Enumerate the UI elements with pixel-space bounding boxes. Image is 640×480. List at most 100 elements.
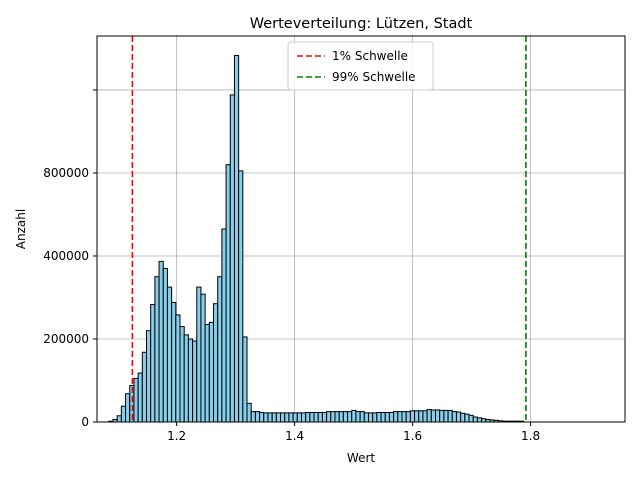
histogram-bar <box>305 411 311 423</box>
histogram-bar <box>187 338 194 423</box>
chart-title: Werteverteilung: Lützen, Stadt <box>250 16 473 32</box>
histogram-bar <box>145 330 152 423</box>
histogram-bar <box>359 411 365 423</box>
histogram-bar <box>468 414 474 423</box>
histogram-bar <box>175 314 181 423</box>
histogram-bar <box>133 377 139 423</box>
histogram-bar <box>125 393 131 423</box>
threshold-lines <box>131 36 527 422</box>
x-tick-label: 1.6 <box>403 429 422 443</box>
histogram-bar <box>309 411 315 423</box>
histogram-bar <box>401 411 407 423</box>
histogram-bar <box>208 321 215 423</box>
histogram-bar <box>238 170 244 423</box>
histogram-bar <box>229 94 235 423</box>
histogram-bar <box>464 413 470 423</box>
histogram-bar <box>405 411 411 423</box>
histogram-bar <box>204 323 210 423</box>
histogram-bar <box>192 340 198 423</box>
histogram-bar <box>150 304 156 423</box>
histogram-bar <box>233 55 240 423</box>
histogram-bar <box>430 409 437 423</box>
histogram-bar <box>367 412 374 423</box>
legend: 1% Schwelle 99% Schwelle <box>287 41 434 91</box>
histogram-bar <box>250 411 256 423</box>
histogram-bar <box>280 412 286 423</box>
histogram-bar <box>217 276 223 423</box>
histogram-bar <box>271 412 277 423</box>
histogram-bar <box>355 411 361 423</box>
histogram-bar <box>409 410 416 423</box>
histogram-bar <box>225 164 231 423</box>
x-tick-label: 1.8 <box>521 429 540 443</box>
y-tick-label: 0 <box>81 415 89 429</box>
histogram-bar <box>171 301 177 423</box>
histogram-bar <box>426 409 432 423</box>
histogram-bar <box>388 411 395 423</box>
histogram-bar <box>242 336 248 423</box>
histogram-bar <box>472 416 478 423</box>
histogram-bar <box>179 326 185 423</box>
grid-lines <box>97 36 625 423</box>
histogram-bar <box>334 411 340 423</box>
histogram-bar <box>292 412 298 423</box>
histogram-bar <box>393 411 399 423</box>
histogram-bar <box>376 411 382 423</box>
histogram-bar <box>338 411 344 423</box>
histogram-bar <box>414 410 420 423</box>
histogram-bar <box>263 412 269 423</box>
histogram-bar <box>200 293 206 423</box>
x-axis-ticks: 1.2 1.4 1.6 1.8 <box>167 422 540 443</box>
histogram-bar <box>351 409 357 423</box>
plot-frame <box>96 35 626 423</box>
histogram-bar <box>183 334 189 423</box>
y-tick-label: 800000 <box>43 166 89 180</box>
histogram-bar <box>284 412 290 423</box>
legend-label-99pct: 99% Schwelle <box>332 70 416 84</box>
x-tick-label: 1.2 <box>167 429 186 443</box>
histogram-bar <box>116 415 122 423</box>
legend-label-1pct: 1% Schwelle <box>332 49 408 63</box>
histogram-bar <box>288 412 294 423</box>
histogram-bar <box>476 417 483 423</box>
histogram-bar <box>300 412 307 423</box>
histogram-bar <box>342 411 349 423</box>
histogram-bar <box>326 411 332 423</box>
histogram-bar <box>347 411 353 423</box>
histogram-bar <box>422 410 428 423</box>
histogram-bar <box>158 260 164 423</box>
histogram-bar <box>313 411 319 423</box>
legend-box <box>287 41 434 91</box>
histogram-bar <box>221 228 227 423</box>
histogram-bar <box>384 411 390 423</box>
histogram-bar <box>137 372 143 423</box>
x-axis-label: Wert <box>347 451 375 465</box>
histogram-bar <box>259 411 265 423</box>
histogram-bar <box>447 409 453 423</box>
histogram-bar <box>120 405 127 423</box>
histogram-bar <box>451 411 457 423</box>
histogram-bar <box>196 286 202 423</box>
histogram-bar <box>141 351 147 423</box>
histogram-bar <box>275 412 282 423</box>
histogram-bar <box>397 411 403 423</box>
histogram-bar <box>330 411 336 423</box>
histogram-bar <box>213 303 219 423</box>
histogram-bar <box>296 412 302 423</box>
histogram-bar <box>154 276 160 423</box>
histogram-bar <box>317 411 323 423</box>
histogram-bar <box>455 411 462 423</box>
histogram-bar <box>460 412 466 423</box>
y-tick-label: 400000 <box>43 249 89 263</box>
y-axis-label: Anzahl <box>14 209 28 249</box>
histogram-bar <box>246 402 252 423</box>
x-tick-label: 1.4 <box>285 429 304 443</box>
y-tick-label: 200000 <box>43 332 89 346</box>
histogram-bar <box>267 412 273 423</box>
histogram-bar <box>162 267 168 423</box>
histogram-bar <box>166 286 173 423</box>
histogram-bar <box>418 410 424 423</box>
histogram-bar <box>321 411 328 423</box>
histogram-bar <box>443 409 449 423</box>
